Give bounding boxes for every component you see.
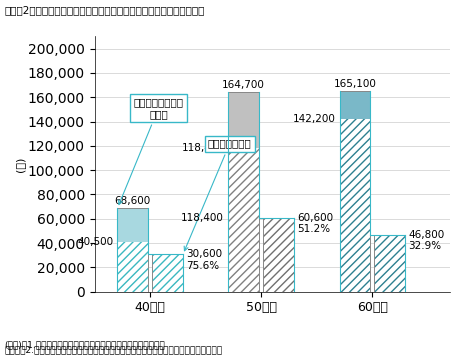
- Text: 現在の就業状態が
無業者: 現在の就業状態が 無業者: [119, 97, 184, 204]
- Text: 40,500: 40,500: [78, 237, 114, 247]
- Bar: [374, 235, 405, 292]
- Bar: [117, 242, 148, 292]
- Text: 32.9%: 32.9%: [408, 241, 441, 251]
- Bar: [153, 255, 183, 292]
- Bar: [228, 148, 259, 292]
- Bar: [374, 235, 405, 292]
- Text: (備考)　1.　総務省「平成２４年就業構造基本調査」より作成。: (備考) 1. 総務省「平成２４年就業構造基本調査」より作成。: [5, 340, 166, 349]
- Bar: [117, 208, 148, 242]
- Text: 【図表2　介護・看護を理由に離職した者の年代別就業希望者の割合】: 【図表2 介護・看護を理由に離職した者の年代別就業希望者の割合】: [5, 5, 205, 15]
- Text: 165,100: 165,100: [333, 79, 376, 89]
- Bar: [153, 255, 183, 292]
- Bar: [264, 218, 294, 292]
- Bar: [339, 91, 370, 292]
- Text: うち就業希望者: うち就業希望者: [184, 139, 252, 251]
- Bar: [117, 208, 148, 292]
- Bar: [339, 119, 370, 292]
- Text: 118,400: 118,400: [182, 143, 225, 153]
- Text: 68,600: 68,600: [114, 197, 151, 207]
- Text: 30,600: 30,600: [186, 250, 222, 260]
- Text: 164,700: 164,700: [222, 80, 265, 90]
- Text: 75.6%: 75.6%: [186, 261, 219, 271]
- Text: 118,400: 118,400: [181, 213, 224, 223]
- Text: 2.　平成１９年１０月以降５年間に前職を辞めた転職就業者及び離職非就業者。: 2. 平成１９年１０月以降５年間に前職を辞めた転職就業者及び離職非就業者。: [5, 345, 223, 354]
- Bar: [228, 92, 259, 148]
- Text: 46,800: 46,800: [408, 230, 445, 240]
- Bar: [228, 92, 259, 292]
- Y-axis label: (人): (人): [15, 156, 25, 172]
- Text: 51.2%: 51.2%: [297, 224, 331, 234]
- Bar: [264, 218, 294, 292]
- Bar: [339, 91, 370, 119]
- Text: 60,600: 60,600: [297, 213, 333, 223]
- Text: 142,200: 142,200: [293, 114, 336, 124]
